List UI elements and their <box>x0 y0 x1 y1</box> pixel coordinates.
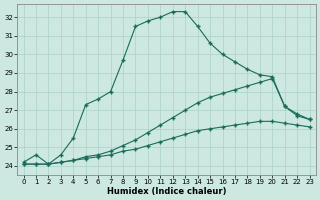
X-axis label: Humidex (Indice chaleur): Humidex (Indice chaleur) <box>107 187 226 196</box>
